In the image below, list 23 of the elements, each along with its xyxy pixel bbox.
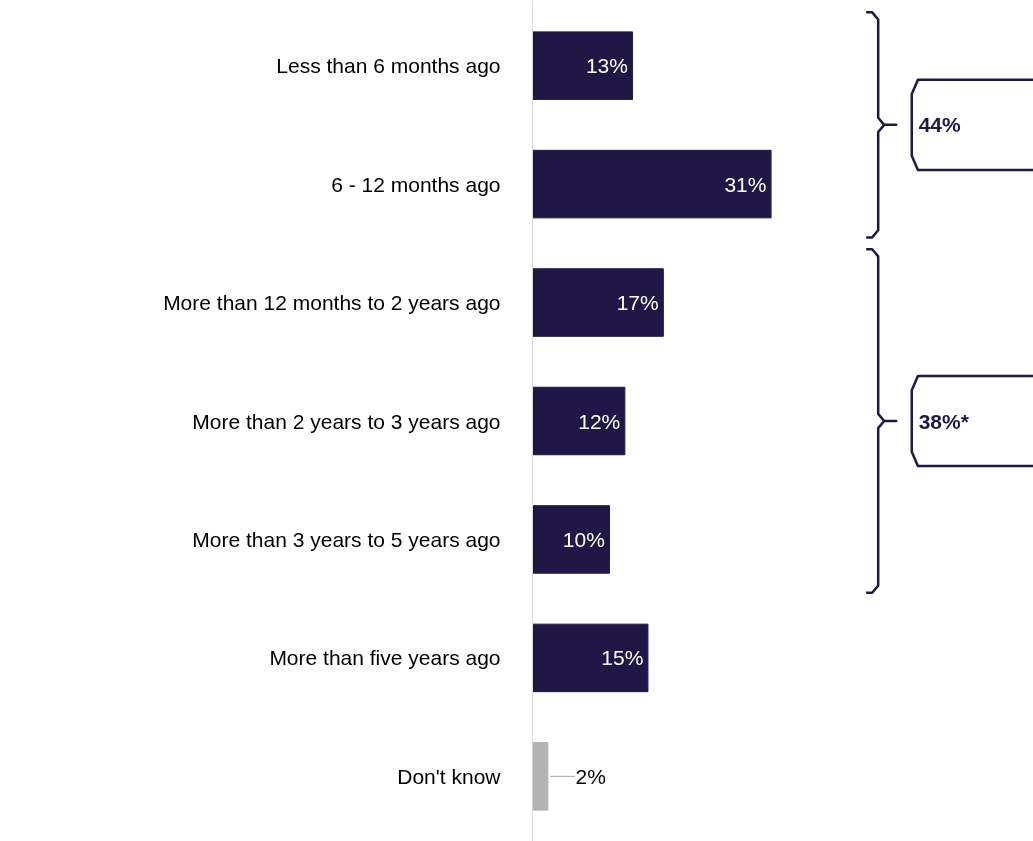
data-label: 13% xyxy=(585,54,628,78)
bar xyxy=(532,386,626,456)
data-label: 17% xyxy=(616,291,659,315)
y-tick-label: Less than 6 months ago xyxy=(276,54,501,78)
bar xyxy=(532,623,649,693)
text: 38%* xyxy=(918,409,970,433)
bar xyxy=(532,31,634,100)
text: 44% xyxy=(918,113,962,137)
data-label: 10% xyxy=(562,527,605,551)
data-label: 12% xyxy=(578,409,621,433)
y-tick-label: More than five years ago xyxy=(269,646,501,670)
y-tick-label: More than 12 months to 2 years ago xyxy=(163,291,501,315)
y-tick-label: Don't know xyxy=(397,764,502,788)
data-label: 2% xyxy=(575,764,606,788)
bar xyxy=(532,149,772,219)
data-label: 31% xyxy=(724,172,767,196)
data-label: 15% xyxy=(601,646,644,670)
bar xyxy=(532,505,610,574)
bar xyxy=(532,742,549,811)
y-tick-label: More than 2 years to 3 years ago xyxy=(192,409,501,433)
y-tick-label: 6 - 12 months ago xyxy=(331,172,501,196)
bar xyxy=(532,268,664,337)
y-tick-label: More than 3 years to 5 years ago xyxy=(192,527,501,551)
